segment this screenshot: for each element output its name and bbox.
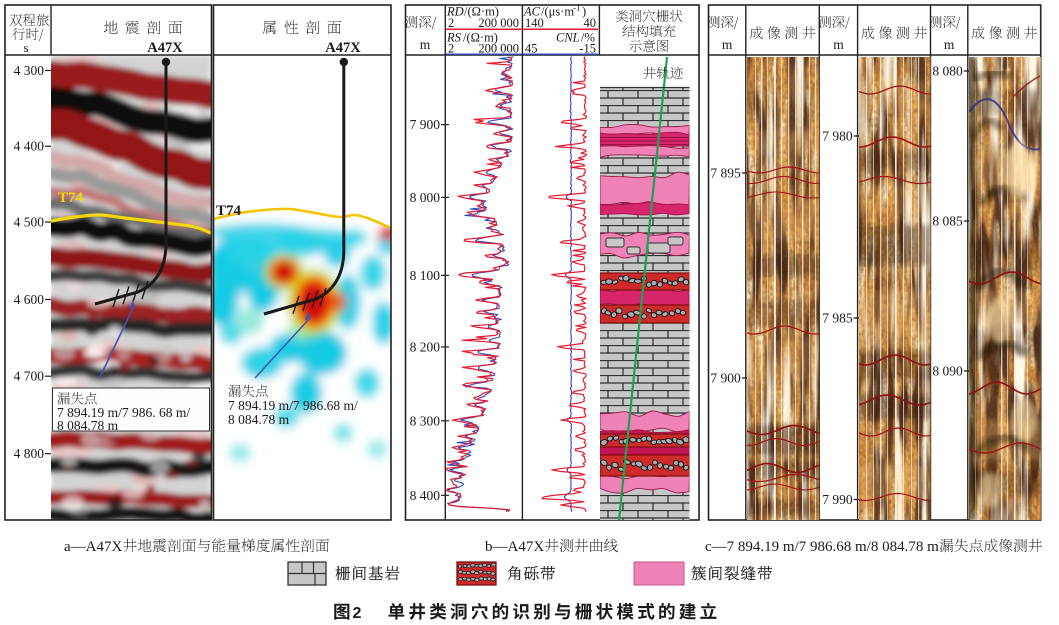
svg-text:2: 2 bbox=[448, 16, 454, 30]
svg-text:7 990: 7 990 bbox=[822, 492, 853, 507]
svg-text:-1: -1 bbox=[573, 3, 581, 13]
svg-text:140: 140 bbox=[525, 16, 544, 30]
svg-text:RS: RS bbox=[446, 31, 462, 45]
svg-text:7 985: 7 985 bbox=[822, 311, 853, 326]
svg-text:m: m bbox=[944, 37, 955, 52]
svg-text:2: 2 bbox=[353, 605, 362, 622]
svg-text:s: s bbox=[23, 40, 28, 55]
svg-text:T74: T74 bbox=[58, 190, 84, 206]
svg-text:8 080: 8 080 bbox=[932, 64, 963, 79]
svg-text:): ) bbox=[582, 5, 586, 19]
svg-text:AC: AC bbox=[523, 5, 541, 19]
svg-text:4 400: 4 400 bbox=[14, 139, 45, 154]
svg-text:/(Ω·m): /(Ω·m) bbox=[463, 31, 498, 45]
svg-text:T74: T74 bbox=[216, 203, 242, 219]
svg-text:4 300: 4 300 bbox=[14, 63, 45, 78]
svg-text:A47X: A47X bbox=[325, 40, 361, 56]
svg-text:8 084.78 m: 8 084.78 m bbox=[57, 418, 119, 433]
svg-text:/(Ω·m): /(Ω·m) bbox=[464, 5, 499, 19]
svg-text:4 700: 4 700 bbox=[14, 369, 45, 384]
svg-text:c—7 894.19 m/7 986.68 m/8 084.: c—7 894.19 m/7 986.68 m/8 084.78 m bbox=[705, 539, 939, 555]
svg-text:/%: /% bbox=[581, 31, 595, 45]
svg-text:m: m bbox=[420, 37, 431, 52]
svg-text:200 000: 200 000 bbox=[478, 42, 519, 56]
svg-text:40: 40 bbox=[584, 16, 597, 30]
svg-text:7 900: 7 900 bbox=[410, 117, 441, 132]
svg-text:RD: RD bbox=[446, 5, 464, 19]
svg-text:8 000: 8 000 bbox=[410, 190, 441, 205]
svg-text:4 600: 4 600 bbox=[14, 292, 45, 307]
svg-text:a—A47X: a—A47X bbox=[64, 539, 122, 555]
svg-text:A47X: A47X bbox=[147, 40, 183, 56]
svg-text:8 090: 8 090 bbox=[932, 364, 963, 379]
svg-text:200 000: 200 000 bbox=[478, 16, 519, 30]
svg-text:4 500: 4 500 bbox=[14, 215, 45, 230]
svg-text:b—A47X: b—A47X bbox=[485, 539, 544, 555]
svg-text:7 980: 7 980 bbox=[822, 129, 853, 144]
svg-text:8 084.78 m: 8 084.78 m bbox=[228, 412, 290, 427]
svg-text:/(μs·m: /(μs·m bbox=[541, 5, 574, 19]
svg-text:7 894.19 m/7 986.68 m/: 7 894.19 m/7 986.68 m/ bbox=[228, 398, 358, 413]
svg-text:CNL: CNL bbox=[556, 31, 580, 45]
svg-text:8 400: 8 400 bbox=[410, 488, 441, 503]
svg-text:2: 2 bbox=[448, 42, 454, 56]
svg-text:-15: -15 bbox=[579, 42, 596, 56]
svg-text:7 895: 7 895 bbox=[710, 166, 741, 181]
svg-text:8 300: 8 300 bbox=[410, 413, 441, 428]
svg-text:m: m bbox=[833, 37, 844, 52]
svg-text:8 100: 8 100 bbox=[410, 268, 441, 283]
svg-text:8 200: 8 200 bbox=[410, 339, 441, 354]
svg-text:7 894.19 m/7 986. 68 m/: 7 894.19 m/7 986. 68 m/ bbox=[57, 405, 190, 420]
svg-text:m: m bbox=[722, 37, 733, 52]
svg-text:4 800: 4 800 bbox=[14, 446, 45, 461]
svg-text:7 900: 7 900 bbox=[710, 371, 741, 386]
svg-text:45: 45 bbox=[525, 42, 538, 56]
svg-text:8 085: 8 085 bbox=[932, 214, 963, 229]
